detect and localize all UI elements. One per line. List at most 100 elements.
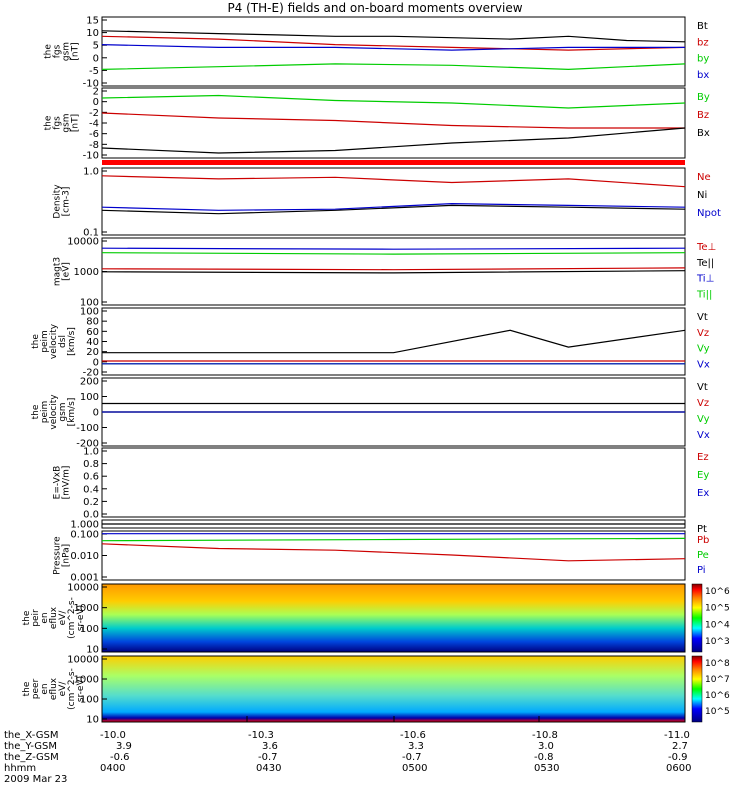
- series-line: [101, 537, 686, 542]
- y-tick-label: 10: [86, 715, 99, 726]
- legend-entry: Vx: [697, 430, 710, 441]
- x-tick: -10.6: [400, 730, 426, 741]
- y-axis-label: eV/: [58, 610, 68, 626]
- y-tick-label: -200: [76, 439, 99, 450]
- legend-entry: Vt: [697, 382, 708, 393]
- y-tick-label: 10: [86, 28, 99, 39]
- y-tick-label: 5: [93, 41, 99, 52]
- panel-frame: [101, 447, 686, 518]
- legend-entry: Te||: [696, 258, 714, 269]
- legend-entry: Ti||: [696, 289, 712, 300]
- x-tick: 0430: [256, 763, 282, 774]
- spectrogram: [102, 584, 685, 652]
- y-axis-label: fgs: [53, 116, 63, 130]
- legend-entry: Vt: [697, 312, 708, 323]
- series-line: [101, 44, 685, 51]
- legend-entry: Ne: [697, 172, 711, 183]
- y-tick-label: 0.8: [83, 459, 99, 470]
- y-axis-label: sr-eV): [76, 676, 86, 702]
- legend-entry: bz: [697, 37, 709, 48]
- y-axis-label: eV/: [58, 681, 68, 697]
- y-tick-label: 0.6: [83, 472, 99, 483]
- legend-entry: Ni: [697, 190, 707, 201]
- x-tick: 2.7: [672, 741, 688, 752]
- colorbar: [691, 583, 703, 653]
- y-tick-label: 0: [93, 53, 99, 64]
- legend-entry: by: [697, 54, 709, 65]
- legend-entry: By: [697, 92, 710, 103]
- y-tick-label: 100: [80, 392, 99, 403]
- series-line: [101, 202, 686, 211]
- colorbar-tick-label: 10^3: [705, 637, 730, 647]
- colorbar-tick-label: 10^6: [705, 691, 730, 701]
- legend-entry: Vy: [697, 414, 710, 425]
- y-axis-label: [mV/m]: [62, 466, 72, 500]
- y-tick-label: 10000: [67, 237, 99, 248]
- y-tick-label: 0.100: [70, 530, 99, 541]
- y-axis-label: [nT]: [71, 114, 81, 132]
- separator-bar: [102, 160, 685, 165]
- y-axis-label: Pressure: [53, 536, 63, 575]
- y-tick-label: 1.000: [70, 520, 99, 531]
- colorbar-tick-label: 10^8: [705, 659, 730, 669]
- y-axis-label: peim: [40, 330, 50, 353]
- legend-entry: Ti⊥: [696, 274, 714, 285]
- x-tick: -0.7: [402, 752, 422, 763]
- y-tick-label: 1.0: [83, 447, 99, 458]
- x-tick: -10.3: [248, 730, 274, 741]
- series-line: [101, 270, 686, 274]
- y-tick-label: 0: [93, 357, 99, 368]
- y-axis-label: sr-eV): [76, 605, 86, 631]
- x-tick: 3.6: [262, 741, 278, 752]
- legend-entry: Pe: [697, 550, 709, 561]
- y-axis-label: the: [22, 610, 32, 625]
- legend-entry: Bt: [697, 21, 708, 32]
- y-tick-label: 100: [80, 624, 99, 635]
- y-tick-label: 10: [86, 645, 99, 656]
- x-tick: -0.8: [534, 752, 554, 763]
- y-tick-label: 0.1: [83, 228, 99, 239]
- y-axis-label: magt3: [53, 257, 63, 286]
- colorbar-tick-label: 10^5: [705, 604, 730, 614]
- y-axis-label: (cm^2-s-: [67, 668, 77, 710]
- spectrogram: [102, 656, 685, 722]
- series-line: [101, 175, 686, 188]
- y-tick-label: 60: [86, 327, 99, 338]
- legend-entry: Vz: [697, 398, 709, 409]
- colorbar-tick-label: 10^5: [705, 707, 730, 717]
- legend-entry: Pb: [697, 535, 709, 546]
- panel-10: 10^6 10^5 10^4 10^3 10000 1000 100 10 the peir en e…: [22, 583, 730, 656]
- panel-6: 200 100 0 -100 -200 the peim velocity gsm [km/s] V…: [31, 377, 710, 450]
- y-tick-label: 40: [86, 337, 99, 348]
- panel-frame: [101, 167, 686, 236]
- y-tick-label: 80: [86, 317, 99, 328]
- y-tick-label: 0.0: [83, 510, 99, 521]
- y-axis-label: the: [44, 115, 54, 130]
- y-axis-label: eflux: [49, 606, 59, 629]
- y-axis-label: en: [40, 683, 50, 694]
- x-tick: 0500: [402, 763, 428, 774]
- series-line: [101, 127, 686, 154]
- y-tick-label: 20: [86, 347, 99, 358]
- y-tick-label: 0.001: [70, 573, 99, 584]
- panel-frame: [101, 307, 686, 376]
- date-label: 2009 Mar 23: [4, 774, 68, 785]
- series-line: [101, 112, 685, 129]
- y-tick-label: 1000: [74, 603, 99, 614]
- legend-entry: Vy: [697, 344, 710, 355]
- y-tick-label: 100: [80, 695, 99, 706]
- y-tick-label: 2: [93, 87, 99, 98]
- series-line: [101, 267, 686, 271]
- y-tick-label: 200: [80, 377, 99, 388]
- y-axis-label: [eV]: [62, 262, 72, 281]
- y-tick-label: 1000: [74, 267, 99, 278]
- legend-entry: Npot: [697, 208, 721, 219]
- series-line: [101, 204, 686, 215]
- x-tick: -10.0: [100, 730, 126, 741]
- y-tick-label: 0.2: [83, 497, 99, 508]
- y-axis-label: dsl: [58, 335, 68, 348]
- y-tick-label: 1000: [74, 675, 99, 686]
